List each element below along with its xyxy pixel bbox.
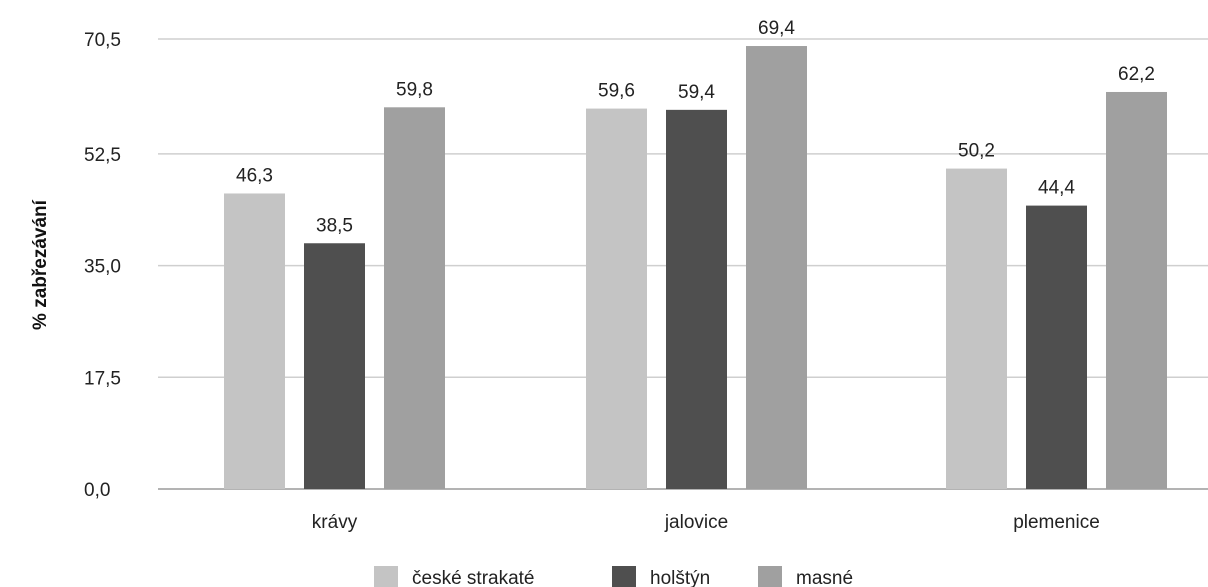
bar [384,107,445,489]
data-label: 46,3 [236,165,273,186]
bar [946,168,1007,489]
category-label: jalovice [664,512,728,533]
data-label: 38,5 [316,215,353,236]
category-label: plemenice [1013,512,1100,533]
legend: české strakaté holštýn masné [374,566,853,587]
data-label: 62,2 [1118,64,1155,85]
data-label: 50,2 [958,141,995,162]
category-label: krávy [312,512,358,533]
legend-swatch [612,566,636,587]
bar [666,109,727,489]
data-label: 59,4 [678,82,715,103]
bar [586,108,647,490]
data-label: 44,4 [1038,178,1075,199]
category-labels: krávy jalovice plemenice [312,512,1100,533]
bars: 46,3 38,5 59,8 59,6 59,4 69,4 50,2 44,4 62,2 [224,18,1167,490]
y-axis-label: % zabřezávání [30,199,51,330]
y-tick-label: 17,5 [84,368,121,389]
legend-label: holštýn [650,568,710,587]
legend-label: české strakaté [412,568,535,587]
bar [224,193,285,489]
data-label: 59,8 [396,79,433,100]
bar [1106,91,1167,489]
y-axis-ticks: 0,0 17,5 35,0 52,5 70,5 [84,30,121,501]
bar [304,243,365,489]
legend-label: masné [796,568,853,587]
y-tick-label: 52,5 [84,145,121,166]
legend-swatch [758,566,782,587]
legend-swatch [374,566,398,587]
bar [1026,205,1087,489]
y-tick-label: 0,0 [84,480,110,501]
y-tick-label: 35,0 [84,257,121,278]
data-label: 59,6 [598,81,635,102]
bar [746,46,807,490]
data-label: 69,4 [758,18,795,39]
y-tick-label: 70,5 [84,30,121,51]
